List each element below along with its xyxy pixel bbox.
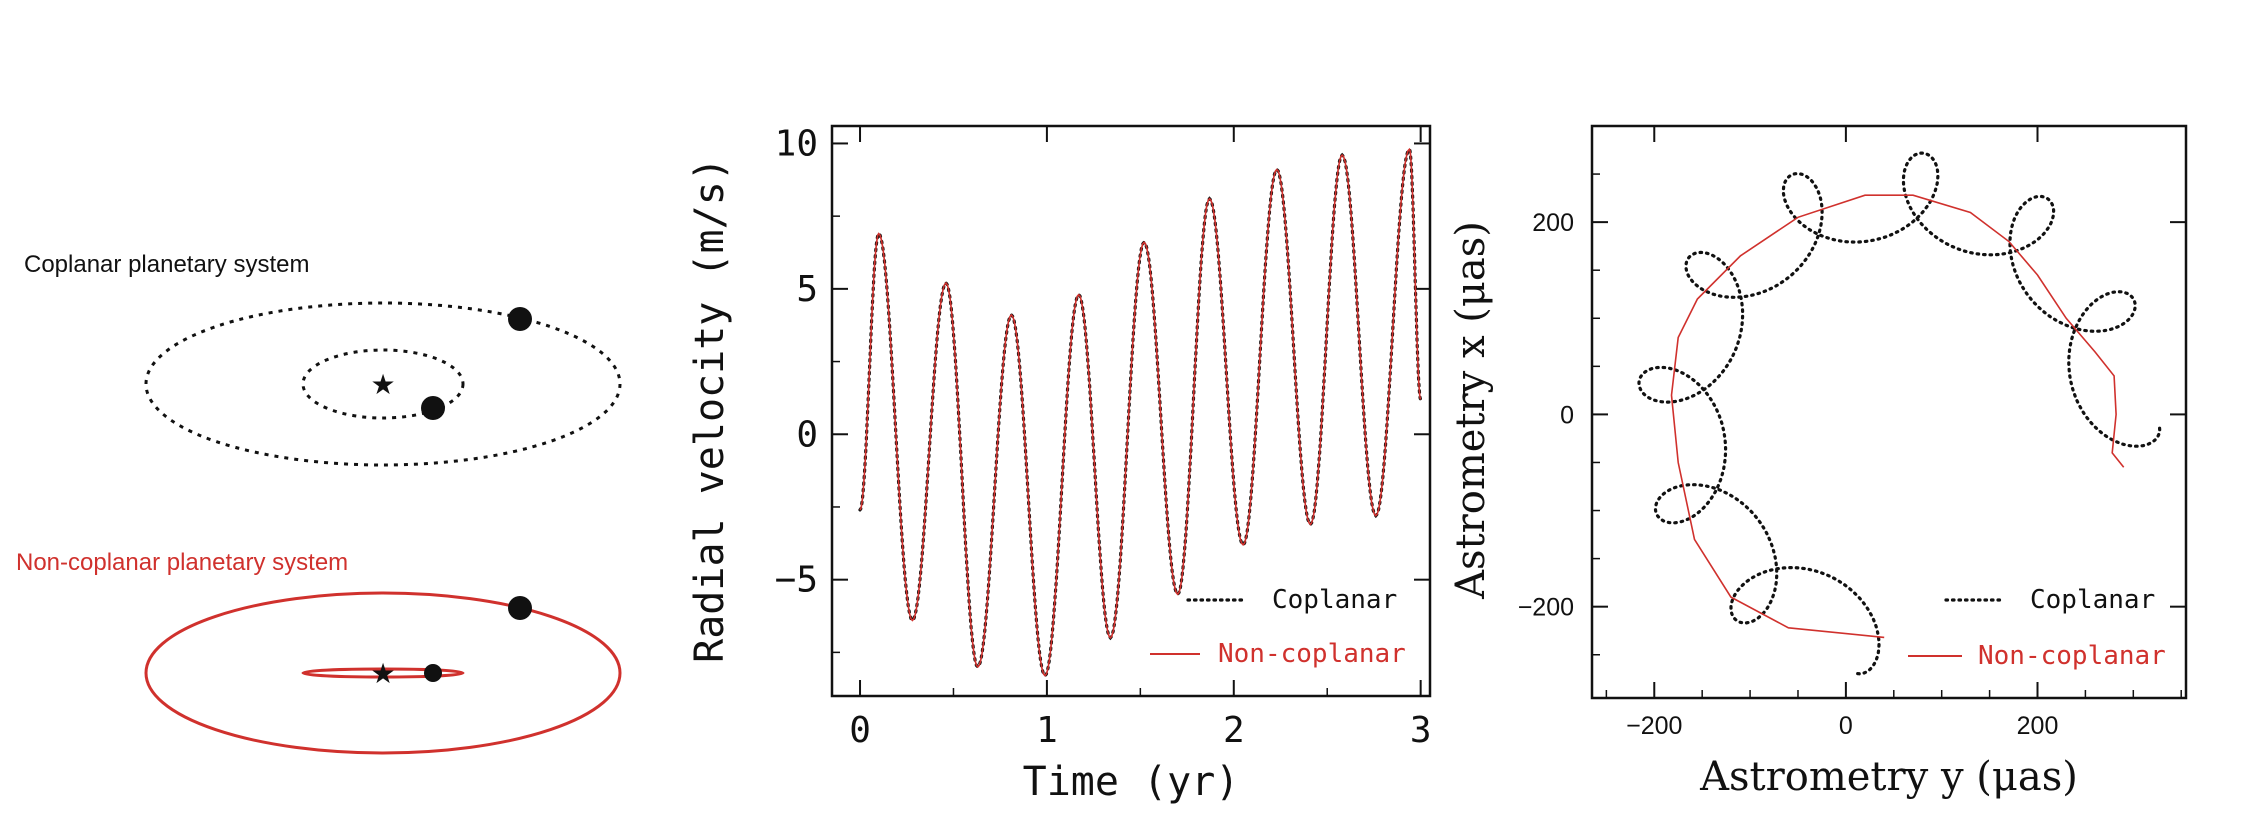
astro-xtick-label: 0 — [1839, 712, 1853, 740]
rv-xtick-label: 1 — [1036, 710, 1058, 751]
astro-ylabel: Astrometry x (μas) — [1448, 221, 1494, 600]
rv-legend-noncoplanar-label: Non-coplanar — [1218, 639, 1406, 669]
astro-ticks: −200 0 200 −200 0 200 — [1518, 125, 2186, 740]
noncoplanar-outer-orbit — [144, 591, 622, 755]
coplanar-star-icon: ★ — [370, 369, 395, 400]
noncoplanar-inner-orbit — [301, 667, 465, 679]
rv-ytick-label: 10 — [775, 123, 818, 164]
astro-ytick-label: 200 — [1532, 209, 1574, 237]
coplanar-inner-planet — [421, 396, 445, 420]
astro-plot-frame — [1590, 124, 2188, 700]
astro-coplanar-curve — [1637, 151, 2162, 676]
noncoplanar-outer-planet — [508, 596, 532, 620]
rv-xtick-label: 0 — [849, 710, 871, 751]
rv-ytick-label: −5 — [775, 560, 818, 601]
coplanar-inner-orbit — [301, 348, 465, 420]
rv-xlabel: Time (yr) — [1023, 759, 1240, 805]
rv-ticks: 0 1 2 3 −5 0 5 10 — [775, 123, 1432, 751]
noncoplanar-label: Non-coplanar planetary system — [16, 549, 348, 576]
astro-ytick-label: 0 — [1560, 401, 1574, 429]
rv-xtick-label: 2 — [1223, 710, 1245, 751]
astro-legend-noncoplanar-label: Non-coplanar — [1978, 641, 2166, 671]
rv-ylabel: Radial velocity (m/s) — [687, 157, 733, 663]
coplanar-outer-planet — [508, 307, 532, 331]
astro-xtick-label: −200 — [1626, 712, 1682, 740]
rv-noncoplanar-line — [859, 147, 1422, 677]
rv-ytick-label: 5 — [796, 269, 818, 310]
astrometry-chart: −200 0 200 −200 0 200 Astrometry y (μas) Astr… — [1448, 124, 2188, 800]
rv-legend-coplanar-label: Coplanar — [1272, 585, 1397, 615]
rv-ytick-label: 0 — [796, 414, 818, 455]
coplanar-label: Coplanar planetary system — [24, 251, 309, 278]
coplanar-outer-orbit — [144, 301, 622, 467]
noncoplanar-star-icon: ★ — [370, 658, 395, 689]
astro-xlabel: Astrometry y (μas) — [1699, 754, 2078, 800]
noncoplanar-inner-planet — [424, 664, 442, 682]
astro-noncoplanar-curve — [1670, 194, 2125, 639]
rv-plot-frame — [830, 124, 1432, 698]
rv-chart: 0 1 2 3 −5 0 5 10 Time (yr) Radial velocity (m/… — [687, 123, 1432, 805]
astro-ytick-label: −200 — [1518, 594, 1574, 622]
astro-legend-coplanar-label: Coplanar — [2030, 585, 2155, 615]
rv-xtick-label: 3 — [1410, 710, 1432, 751]
schematic-panel: Coplanar planetary system ★ Non-coplanar… — [16, 251, 622, 755]
astro-xtick-label: 200 — [2017, 712, 2059, 740]
